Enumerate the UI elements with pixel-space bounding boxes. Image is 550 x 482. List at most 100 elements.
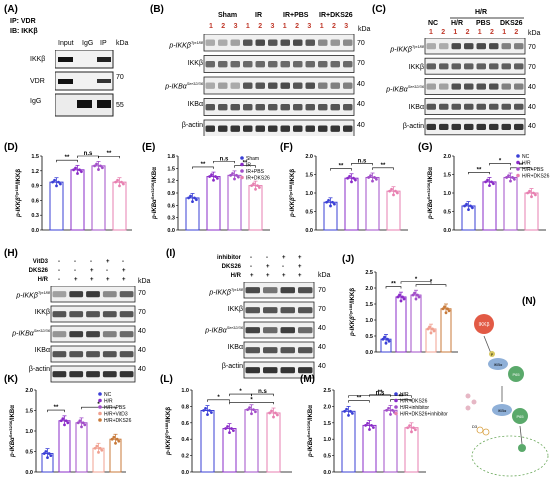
data-point (345, 407, 348, 411)
super-group-line (450, 17, 524, 19)
y-axis-label: p-IKBαSer32/36/IKBα (150, 167, 158, 220)
lane-number-c-3: 2 (465, 29, 470, 36)
data-point (224, 427, 227, 430)
bar-IR (206, 176, 221, 231)
data-point (101, 166, 104, 170)
data-point (469, 204, 472, 208)
data-point (414, 428, 417, 432)
y-tick-label: 1.0 (25, 429, 33, 435)
data-point (488, 184, 491, 187)
blot-c (424, 38, 526, 136)
sig-bracket (213, 160, 235, 164)
treat-label-i-1: DKS26 (221, 264, 241, 270)
data-point (333, 202, 336, 206)
data-point (352, 176, 355, 180)
data-point (122, 182, 125, 186)
data-point (416, 293, 419, 297)
sig-label: ** (65, 155, 70, 161)
data-point (98, 446, 102, 450)
band (305, 60, 315, 68)
panel-label: (G) (418, 142, 432, 153)
band (230, 39, 240, 46)
band (514, 63, 524, 70)
kda-label-c: kDa (528, 30, 541, 37)
data-point (417, 295, 421, 299)
data-point (57, 180, 60, 184)
data-point (189, 194, 192, 198)
data-point (429, 331, 433, 335)
lane-number-b-7: 2 (295, 23, 299, 30)
sig-label: ** (357, 396, 362, 402)
data-point (116, 178, 119, 182)
marker-i-1: 70 (318, 306, 326, 313)
row-igg: IgG (30, 98, 42, 105)
row-label-c-1: IKKβ (408, 64, 424, 71)
sig-bracket (351, 163, 373, 166)
band (489, 63, 499, 70)
marker-c-3: 40 (528, 104, 536, 111)
sig-label: * (430, 280, 433, 286)
data-point (206, 413, 209, 416)
chart-d: (D) p-IKKβTyr188/IKKβ 0.0 0.3 0.6 0.9 1.2 1.5 **… (4, 142, 132, 234)
data-point (444, 311, 448, 315)
band (243, 39, 253, 46)
sig-bracket (98, 155, 120, 159)
legend-label: IR+DKS26 (246, 175, 270, 181)
marker-c-1: 70 (528, 64, 536, 71)
legend-marker (240, 169, 244, 173)
data-point (202, 409, 205, 412)
y-tick-label: 2.0 (25, 388, 33, 394)
bar-Sham (49, 181, 64, 231)
band (343, 125, 353, 132)
data-point (351, 411, 354, 415)
bar-H/R+DKS26+inhibitor (266, 412, 281, 473)
band (280, 367, 295, 374)
row-label-h-0: p-IKKβTyr188 (16, 290, 50, 300)
band (298, 327, 313, 334)
data-point (49, 454, 53, 457)
col-ip: IP (100, 40, 107, 47)
data-point (59, 182, 62, 186)
data-point (368, 428, 371, 431)
blot-a (55, 50, 114, 117)
band (426, 43, 436, 50)
y-tick-label: 0.0 (181, 470, 189, 476)
sig-bracket (385, 286, 402, 289)
band (268, 125, 278, 132)
data-point (187, 196, 190, 200)
data-point (97, 450, 100, 454)
row-label-i-3: IKBα (227, 344, 243, 351)
data-point (250, 184, 253, 187)
data-point (61, 417, 65, 421)
y-axis-label: p-IKBαSer32/36/IKBα (8, 405, 16, 458)
sig-label: * (217, 395, 220, 401)
sig-label: ** (107, 151, 112, 157)
band (263, 347, 278, 354)
band (476, 43, 486, 50)
y-tick-label: 1.5 (25, 409, 33, 415)
data-point (465, 202, 468, 206)
marker-h-0: 70 (138, 290, 146, 297)
band (501, 123, 511, 130)
band (298, 347, 313, 354)
lane-number-c-5: 2 (490, 29, 494, 36)
band (86, 371, 100, 378)
band (426, 83, 436, 90)
legend-marker (516, 160, 520, 165)
ip-line: IP: VDR (10, 18, 36, 25)
sig-bracket (251, 393, 274, 397)
data-point (93, 164, 96, 168)
data-point (193, 196, 196, 200)
band (293, 60, 303, 68)
treat-sign-h: + (90, 277, 94, 283)
treat-sign-i: + (282, 273, 286, 279)
band (243, 125, 253, 132)
bar-H/R+PBS (410, 294, 422, 353)
band (464, 43, 474, 50)
marker-b-1: 70 (357, 60, 365, 67)
band (218, 39, 228, 46)
data-point (530, 195, 533, 199)
data-point (387, 406, 390, 410)
lane-number-c-4: 1 (477, 29, 482, 36)
band (330, 82, 340, 89)
